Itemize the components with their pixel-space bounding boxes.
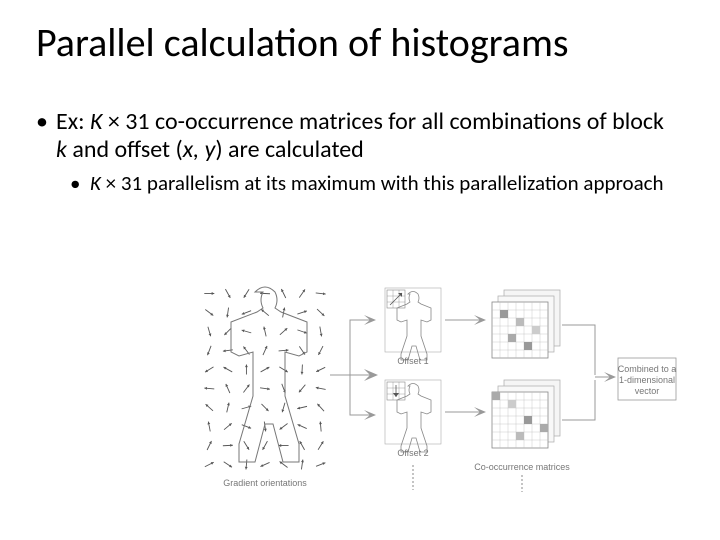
offset-2-block: Offset 2 <box>385 380 441 458</box>
bullet-list: Ex: K × 31 co-occurrence matrices for al… <box>36 108 676 195</box>
bullet-1-text-c: and offset ( <box>67 135 183 164</box>
offset-1-label: Offset 1 <box>397 356 428 366</box>
cooc-stack-2 <box>492 380 560 448</box>
figure-svg: Gradient orientations <box>200 280 680 510</box>
bullet-1-K: K <box>90 107 102 136</box>
bullet-2-text: × 31 parallelism at its maximum with thi… <box>101 170 664 196</box>
bullet-1: Ex: K × 31 co-occurrence matrices for al… <box>36 108 676 165</box>
bullet-1-k: k <box>56 135 67 164</box>
flow-arrow-2b <box>445 407 486 417</box>
offset-1-block: Offset 1 <box>385 288 441 366</box>
slide: Parallel calculation of histograms Ex: K… <box>0 0 720 540</box>
output-label-3: vector <box>635 386 660 396</box>
bullet-2: K × 31 parallelism at its maximum with t… <box>70 171 676 196</box>
output-box: Combined to a 1-dimensional vector <box>618 358 677 400</box>
flow-arrow-2a <box>445 315 486 325</box>
bullet-2-K: K <box>90 170 101 196</box>
cooc-stack-1 <box>492 290 560 358</box>
slide-title: Parallel calculation of histograms <box>36 18 569 67</box>
flow-arrow-1 <box>330 315 378 420</box>
figure: Gradient orientations <box>200 280 680 510</box>
arrow-grid <box>204 289 325 469</box>
bullet-1-text-b: × 31 co-occurrence matrices for all comb… <box>102 107 664 136</box>
gradient-block: Gradient orientations <box>204 287 325 488</box>
output-label-2: 1-dimensional <box>619 375 675 385</box>
gradient-label: Gradient orientations <box>223 478 307 488</box>
offset-2-label: Offset 2 <box>397 448 428 458</box>
body-silhouette <box>231 287 307 462</box>
bullet-1-text-d: ) are calculated <box>215 135 363 164</box>
flow-arrow-3 <box>562 325 616 420</box>
output-label-1: Combined to a <box>618 364 677 374</box>
bullet-1-xy: x, y <box>183 135 216 164</box>
bullet-1-text-a: Ex: <box>56 107 90 136</box>
cooc-label: Co-occurrence matrices <box>474 462 570 472</box>
